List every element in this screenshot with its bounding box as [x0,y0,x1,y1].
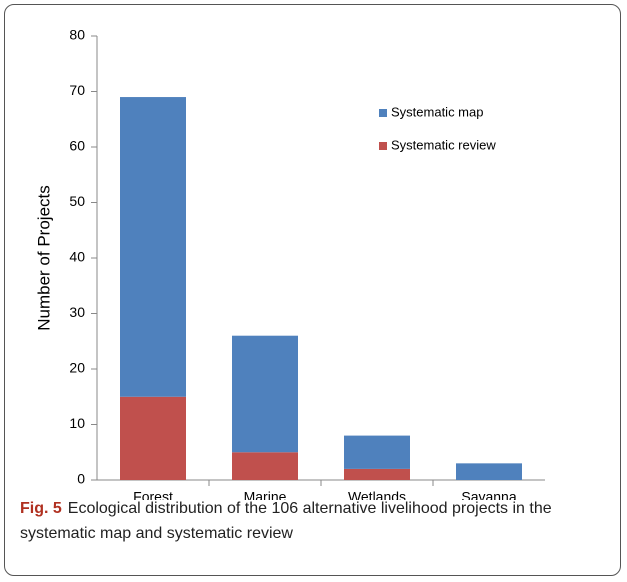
y-tick-label: 80 [69,27,85,43]
bar [120,97,186,397]
legend-label: Systematic map [391,104,483,119]
legend-swatch [379,142,387,150]
y-tick-label: 70 [69,82,85,98]
x-tick-label: Wetlands [348,489,406,500]
legend-swatch [379,109,387,117]
x-tick-label: Forest [133,489,173,500]
y-tick-label: 0 [77,471,85,487]
y-tick-label: 20 [69,360,85,376]
bar [232,452,298,480]
caption: Fig. 5 Ecological distribution of the 106… [20,496,600,546]
chart: Number of Projects 0 10 20 30 40 50 60 70 80 Fore… [34,27,545,500]
frame [4,4,621,576]
y-tick-label: 50 [69,193,85,209]
x-tick-label: Savanna [461,489,516,500]
bar [344,468,410,480]
bar [232,335,298,453]
caption-label: Fig. 5 [20,500,62,517]
y-axis-label: Number of Projects [34,185,53,331]
bar [456,463,522,480]
y-tick-label: 30 [69,304,85,320]
y-tick-label: 10 [69,415,85,431]
y-tick-label: 40 [69,249,85,265]
caption-text: Ecological distribution of the 106 alter… [20,500,552,542]
bar [344,435,410,469]
x-tick-label: Marine [244,489,287,500]
legend-label: Systematic review [391,137,496,152]
y-tick-label: 60 [69,138,85,154]
bar [120,396,186,480]
